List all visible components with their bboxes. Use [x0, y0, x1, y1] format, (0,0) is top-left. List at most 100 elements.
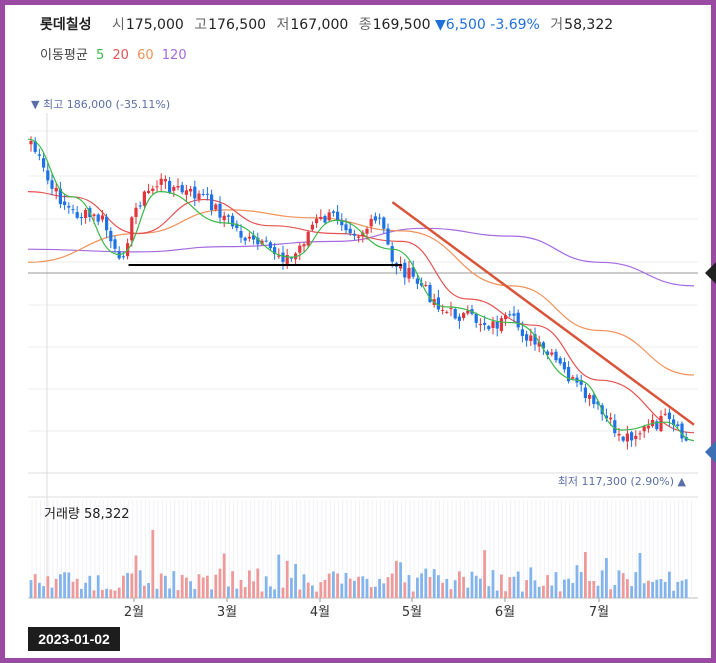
candle-body	[646, 425, 650, 429]
candle-body	[369, 218, 373, 227]
volume-bar	[399, 562, 402, 598]
volume-bar	[663, 581, 667, 598]
volume-bar	[386, 577, 390, 598]
candle-body	[121, 256, 125, 258]
volume-bar	[84, 582, 87, 598]
candle-body	[344, 224, 348, 231]
candle-body	[96, 214, 100, 222]
candle-body	[340, 220, 344, 226]
volume-bar	[605, 558, 608, 598]
candle-body	[247, 236, 251, 239]
candle-body	[403, 262, 407, 278]
candle-body	[277, 255, 281, 257]
x-tick-label: 3월	[217, 605, 237, 620]
volume-bar	[75, 578, 79, 598]
price-pointer-icon	[705, 262, 716, 284]
volume-bar	[558, 591, 562, 598]
candle-body	[105, 216, 109, 231]
candle-body	[399, 264, 403, 269]
candle-body	[676, 424, 680, 426]
volume-bar	[634, 572, 638, 598]
volume-bar	[479, 578, 482, 598]
volume-bar	[668, 571, 671, 598]
high-label: 고	[194, 17, 208, 33]
candle-body	[457, 316, 461, 321]
ma60-legend: 60	[137, 48, 154, 63]
volume-bar	[59, 574, 62, 598]
candle-body	[151, 188, 155, 191]
ma20-legend: 20	[112, 48, 129, 63]
volume-bar	[600, 570, 604, 598]
volume-bar	[449, 589, 453, 598]
volume-bar	[353, 580, 356, 598]
candle-body	[201, 193, 205, 195]
volume-bar	[210, 589, 213, 598]
volume-bar	[323, 579, 327, 598]
high-value: 176,500	[208, 17, 267, 33]
volume-bar	[453, 580, 457, 598]
candle-body	[604, 415, 608, 419]
volume-bar	[71, 581, 75, 598]
x-tick-label: 4월	[310, 605, 330, 620]
candle-body	[546, 351, 550, 355]
ma5-legend: 5	[95, 48, 105, 63]
volume-bar	[554, 572, 558, 598]
volume-bar	[374, 586, 377, 598]
volume-bar	[609, 589, 612, 598]
candle-body	[134, 207, 138, 217]
candle-body	[386, 228, 390, 245]
volume-bar	[38, 582, 41, 598]
volume-bar	[382, 583, 386, 598]
candle-body	[315, 218, 319, 224]
volume-bar	[621, 573, 625, 598]
volume-bar	[50, 587, 54, 598]
volume-bar	[29, 580, 33, 598]
volume-bar	[428, 577, 432, 598]
volume-bar	[42, 586, 45, 598]
volume-bar	[176, 590, 180, 598]
moving-average-label: 이동평균	[40, 48, 88, 63]
volume-bar	[470, 571, 474, 598]
volume-bar	[113, 590, 117, 598]
candle-body	[462, 313, 466, 318]
candle-body	[520, 329, 524, 336]
close-label: 종	[358, 17, 372, 33]
candle-body	[357, 236, 361, 238]
volume-bar	[143, 585, 146, 598]
volume-bar	[579, 572, 583, 598]
volume-bar	[92, 590, 96, 598]
candle-body	[63, 201, 67, 205]
candle-body	[327, 212, 331, 221]
volume-bar	[466, 587, 470, 598]
volume-bar	[596, 585, 600, 598]
candle-body	[29, 141, 33, 145]
volume-bar	[495, 590, 499, 598]
volume-bar	[302, 574, 306, 598]
volume-bar	[80, 588, 83, 598]
volume-bar	[390, 573, 394, 598]
candle-body	[449, 308, 453, 310]
candle-body	[617, 433, 621, 436]
volume-bar	[164, 575, 167, 598]
volume-bar	[222, 553, 226, 598]
volume-bar	[533, 580, 537, 598]
x-tick-label: 5월	[402, 605, 422, 620]
candle-body	[516, 312, 520, 328]
volume-bar	[227, 586, 230, 598]
volume-bar	[155, 588, 159, 598]
candle-body	[180, 185, 184, 193]
volume-bar	[537, 586, 541, 598]
candle-body	[609, 417, 613, 420]
candle-body	[365, 228, 369, 234]
candle-body	[302, 244, 306, 247]
candle-body	[672, 419, 676, 426]
volume-bar	[617, 570, 621, 598]
candle-body	[487, 326, 491, 330]
volume-bar	[239, 580, 243, 598]
volume-bar	[306, 582, 310, 598]
candle-body	[176, 186, 180, 188]
volume-bar	[122, 575, 125, 598]
volume-bar	[319, 582, 323, 598]
x-tick-label: 7월	[589, 605, 609, 620]
